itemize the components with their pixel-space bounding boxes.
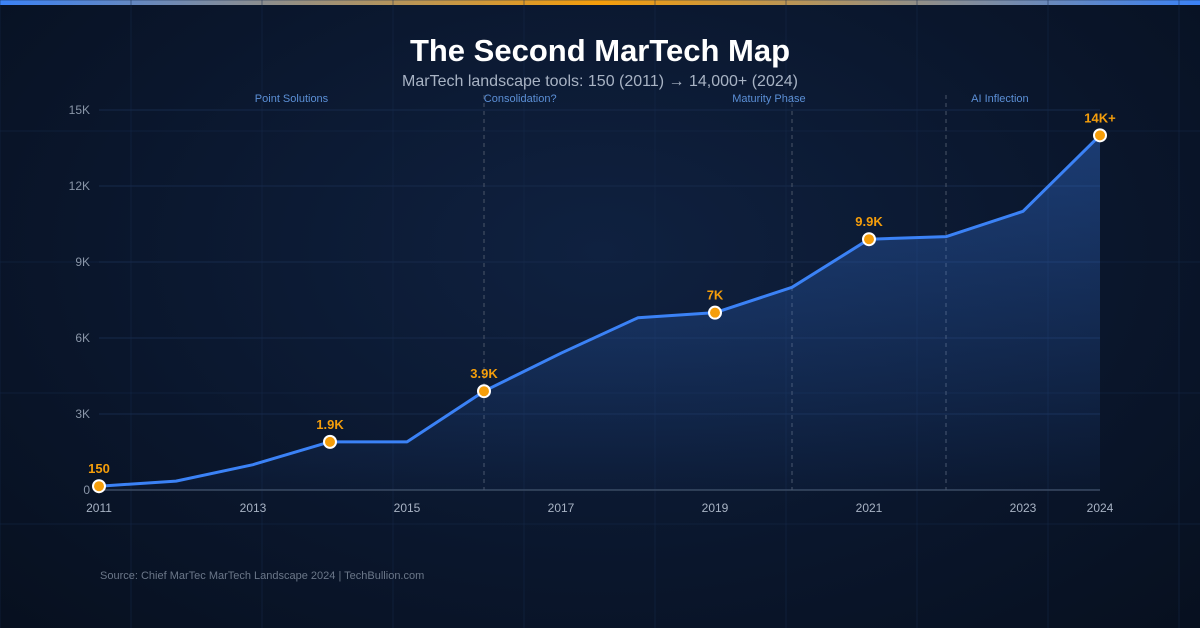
y-tick-label: 0 <box>83 483 90 497</box>
phase-label: Point Solutions <box>255 93 329 105</box>
source-note: Source: Chief MarTec MarTech Landscape 2… <box>100 570 425 582</box>
phase-label: Consolidation? <box>484 93 557 105</box>
data-point-marker <box>1093 128 1107 143</box>
chart-title: The Second MarTech Map <box>409 33 791 68</box>
data-label: 7K <box>707 288 724 303</box>
data-point-marker <box>92 479 106 494</box>
y-tick-label: 12K <box>69 179 90 193</box>
x-tick-label: 2017 <box>548 501 575 515</box>
data-label: 1.9K <box>316 417 344 432</box>
top-accent-bar <box>0 0 1200 5</box>
data-point-marker <box>862 232 876 247</box>
y-tick-label: 9K <box>75 255 90 269</box>
chart-subtitle: MarTech landscape tools: 150 (2011) → 14… <box>402 73 798 90</box>
y-tick-label: 3K <box>75 407 90 421</box>
data-label: 14K+ <box>1084 110 1116 125</box>
y-tick-label: 6K <box>75 331 90 345</box>
x-tick-label: 2023 <box>1010 501 1037 515</box>
x-tick-label: 2021 <box>856 501 883 515</box>
series-line <box>98 134 1102 488</box>
x-tick-label: 2013 <box>240 501 267 515</box>
x-tick-label: 2019 <box>702 501 729 515</box>
data-label: 9.9K <box>855 214 883 229</box>
data-point-marker <box>708 305 722 320</box>
phase-label: AI Inflection <box>971 93 1028 105</box>
x-tick-label: 2011 <box>86 501 112 515</box>
area-fill <box>99 135 1100 491</box>
phase-label: Maturity Phase <box>732 93 805 105</box>
y-tick-label: 15K <box>69 103 90 117</box>
x-tick-label: 2015 <box>394 501 421 515</box>
data-label: 3.9K <box>470 366 498 381</box>
data-point-marker <box>323 434 337 449</box>
data-point-marker <box>477 384 491 399</box>
x-tick-label: 2024 <box>1087 501 1114 515</box>
data-label: 150 <box>88 461 110 476</box>
